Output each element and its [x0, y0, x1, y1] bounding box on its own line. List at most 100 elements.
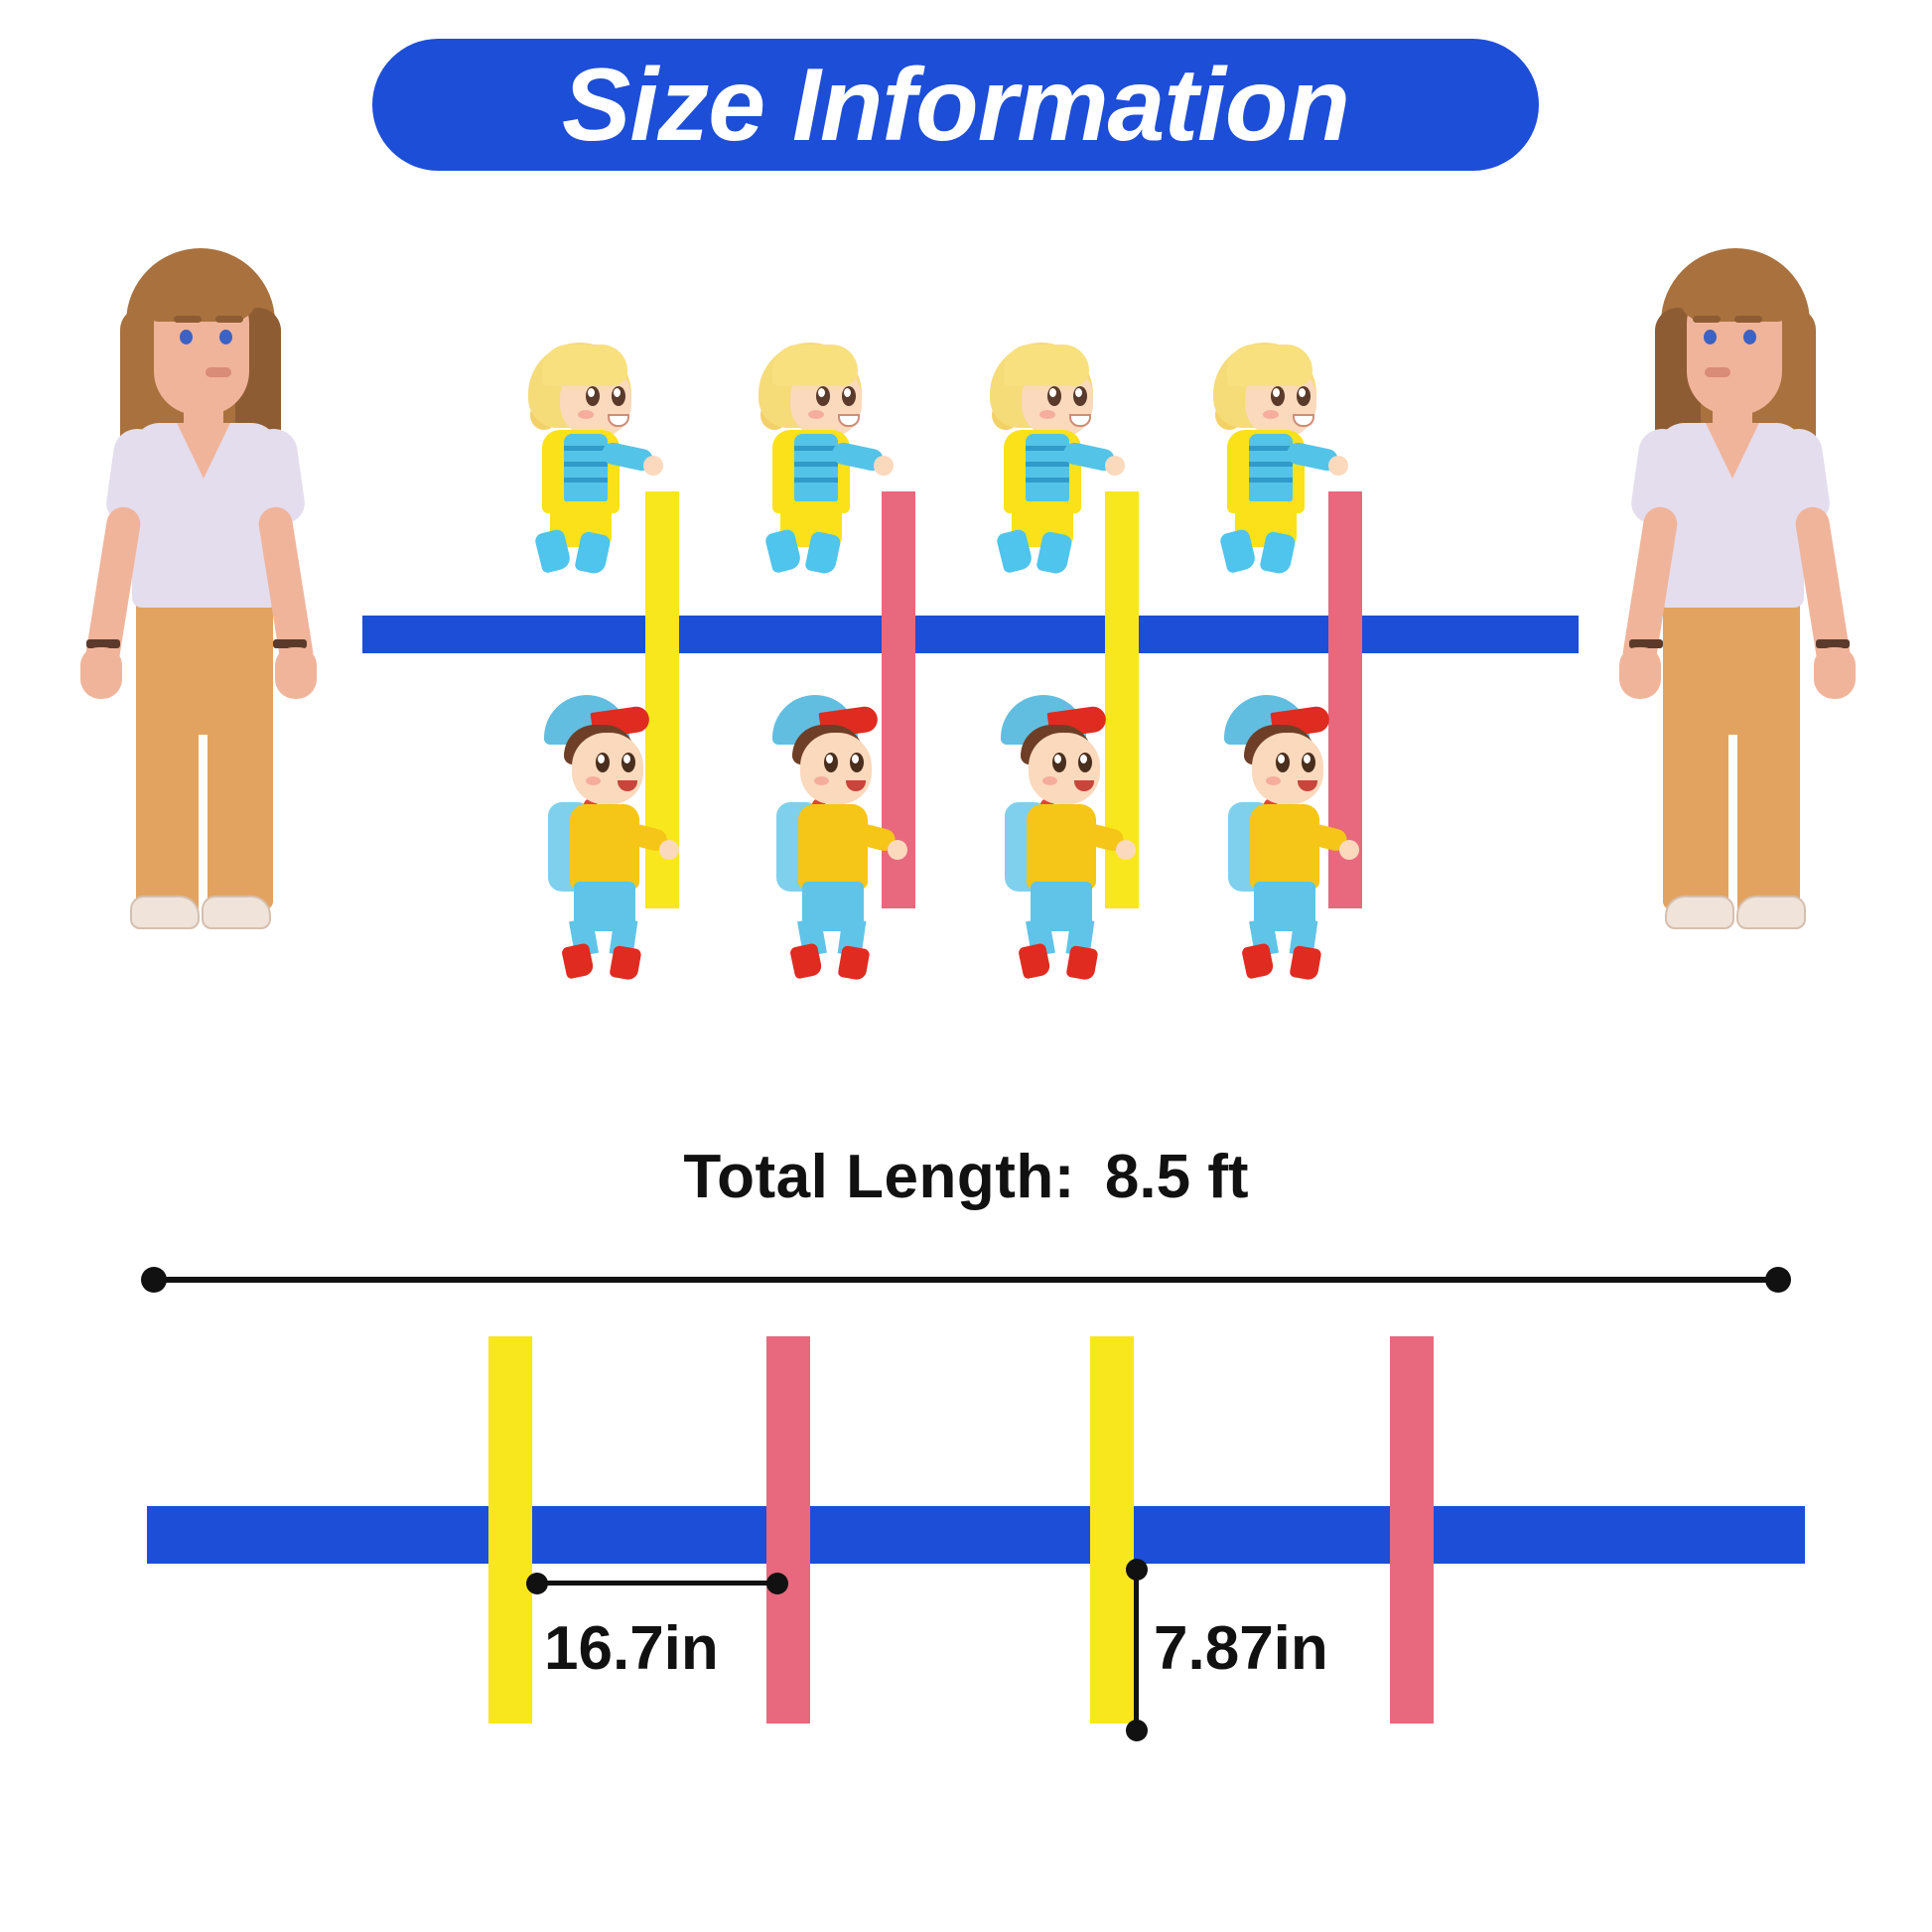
eye-highlight-left	[1054, 755, 1061, 763]
hand-left	[1814, 647, 1856, 699]
hand	[1116, 840, 1136, 860]
girl-figure-4	[1201, 343, 1348, 576]
jacket	[570, 804, 639, 890]
eye-highlight-right	[852, 755, 859, 763]
hand	[643, 456, 663, 476]
eye-left	[180, 330, 193, 345]
bar-drop-endpoint-top	[1126, 1559, 1148, 1581]
eye-highlight-right	[623, 755, 630, 763]
eye-highlight-right	[1075, 388, 1082, 397]
eye-highlight-left	[1273, 388, 1280, 397]
hand-left	[80, 647, 122, 699]
shoe-right	[1665, 896, 1734, 929]
schematic-bar-yellow-2	[1090, 1336, 1134, 1724]
fringe	[542, 345, 627, 386]
mouth	[1293, 414, 1314, 427]
eye-highlight-left	[826, 755, 833, 763]
eye-right	[219, 330, 232, 345]
bar-drop-label: 7.87in	[1154, 1614, 1328, 1683]
cheek	[586, 776, 601, 785]
eye-highlight-left	[818, 388, 825, 397]
cheek	[808, 410, 824, 419]
dimension-endpoint-right	[1765, 1267, 1791, 1293]
total-length-dimension-line	[149, 1277, 1777, 1283]
eye-highlight-right	[1080, 755, 1087, 763]
cheek	[1266, 776, 1281, 785]
cheek	[1042, 776, 1057, 785]
eye-highlight-left	[598, 755, 605, 763]
striped-shirt	[1249, 434, 1293, 505]
shoe-left	[130, 896, 200, 929]
stripe	[564, 478, 608, 483]
hand-right	[275, 647, 317, 699]
girl-figure-2	[747, 343, 894, 576]
eyebrow-right	[215, 316, 243, 323]
eye-highlight-left	[1278, 755, 1285, 763]
hand	[1339, 840, 1359, 860]
woman-right-figure	[1613, 238, 1862, 973]
total-length-value: 8.5 ft	[1104, 1143, 1249, 1211]
striped-shirt	[564, 434, 608, 505]
mouth	[608, 414, 629, 427]
hand	[874, 456, 894, 476]
mouth	[1705, 367, 1730, 377]
stripe	[1249, 478, 1293, 483]
schematic-bar-pink-2	[1390, 1336, 1434, 1724]
spacing-endpoint-right	[766, 1573, 788, 1594]
eye-highlight-left	[588, 388, 595, 397]
leg-gap	[1728, 735, 1737, 913]
hand	[888, 840, 907, 860]
bracelet-right	[273, 639, 307, 648]
eyebrow-left	[1734, 316, 1762, 323]
spacing-endpoint-left	[526, 1573, 548, 1594]
eye-highlight-left	[1049, 388, 1056, 397]
girl-figure-3	[978, 343, 1125, 576]
mouth	[846, 780, 866, 791]
schematic-rail	[147, 1506, 1805, 1564]
cheek	[1039, 410, 1055, 419]
woman-left-figure	[74, 238, 323, 973]
eye-highlight-right	[1299, 388, 1306, 397]
boot-right	[837, 944, 871, 982]
fringe	[1227, 345, 1312, 386]
eye-highlight-right	[844, 388, 851, 397]
mouth	[1074, 780, 1094, 791]
mouth	[838, 414, 860, 427]
spacing-dimension-line	[536, 1581, 776, 1586]
shoe-right	[202, 896, 271, 929]
boy-figure-4	[1206, 695, 1359, 982]
eye-left	[1743, 330, 1756, 345]
bangs	[1679, 260, 1790, 322]
eye-highlight-right	[614, 388, 621, 397]
stripe	[1249, 462, 1293, 467]
striped-shirt	[1026, 434, 1069, 505]
jacket	[798, 804, 868, 890]
fringe	[772, 345, 858, 386]
hand-right	[1619, 647, 1661, 699]
mouth	[206, 367, 231, 377]
stripe	[1026, 462, 1069, 467]
eye-highlight-right	[1304, 755, 1311, 763]
boy-figure-3	[983, 695, 1136, 982]
hand	[1105, 456, 1125, 476]
bracelet-left	[86, 639, 120, 648]
jacket	[1250, 804, 1319, 890]
stripe	[794, 478, 838, 483]
boy-figure-2	[755, 695, 907, 982]
stripe	[1249, 446, 1293, 451]
stripe	[794, 462, 838, 467]
schematic-bar-yellow-1	[488, 1336, 532, 1724]
cheek	[814, 776, 829, 785]
eye-right	[1704, 330, 1717, 345]
eyebrow-left	[174, 316, 202, 323]
boot-right	[1289, 944, 1322, 982]
scene-rail	[362, 616, 1579, 653]
stripe	[1026, 478, 1069, 483]
mouth	[1298, 780, 1317, 791]
bangs	[146, 260, 257, 322]
boy-figure-1	[526, 695, 679, 982]
total-length-row: Total Length: 8.5 ft	[0, 1142, 1932, 1212]
stripe	[1026, 446, 1069, 451]
striped-shirt	[794, 434, 838, 505]
eyebrow-right	[1693, 316, 1721, 323]
